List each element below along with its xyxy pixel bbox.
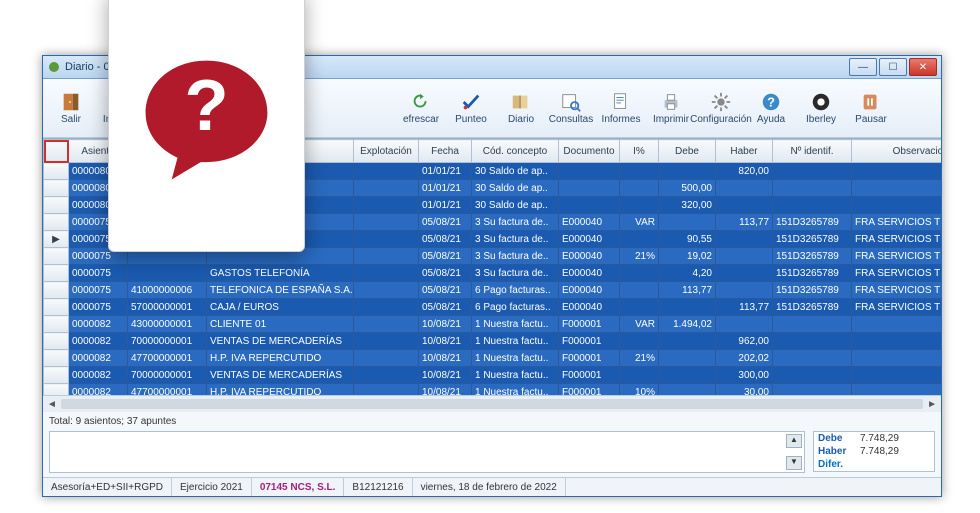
toolbar-iberley[interactable]: Iberley xyxy=(797,84,845,132)
total-haber-value: 7.748,29 xyxy=(860,446,899,457)
total-debe-value: 7.748,29 xyxy=(860,433,899,444)
col-nident[interactable]: Nº identif. xyxy=(773,140,852,163)
question-bubble-icon: ? xyxy=(134,49,279,194)
help-bookmark-overlay: ? xyxy=(108,0,303,280)
table-row[interactable]: 000007541000000006TELEFONICA DE ESPAÑA S… xyxy=(44,282,942,299)
status-cif: B12121216 xyxy=(344,478,412,496)
toolbar-pausar[interactable]: Pausar xyxy=(847,84,895,132)
table-row[interactable]: 000008270000000001VENTAS DE MERCADERÍAS1… xyxy=(44,333,942,350)
col-mark[interactable] xyxy=(44,140,69,163)
total-debe-label: Debe xyxy=(818,433,860,444)
svg-text:?: ? xyxy=(184,65,228,146)
col-doc[interactable]: Documento xyxy=(559,140,620,163)
notes-area[interactable]: ▲ ▼ xyxy=(49,431,805,473)
col-pct[interactable]: I% xyxy=(620,140,659,163)
toolbar-ayuda[interactable]: ?Ayuda xyxy=(747,84,795,132)
toolbar-diario[interactable]: Diario xyxy=(497,84,545,132)
svg-text:?: ? xyxy=(767,95,775,110)
toolbar-blank5[interactable] xyxy=(347,84,395,132)
summary-text: Total: 9 asientos; 37 apuntes xyxy=(49,416,935,427)
toolbar-consultas[interactable]: Consultas xyxy=(547,84,595,132)
app-icon xyxy=(47,60,61,74)
col-fecha[interactable]: Fecha xyxy=(419,140,472,163)
totals-box: Debe7.748,29 Haber7.748,29 Difer. xyxy=(813,431,935,472)
total-haber-label: Haber xyxy=(818,446,860,457)
toolbar-punteo[interactable]: Punteo xyxy=(447,84,495,132)
toolbar-salir[interactable]: Salir xyxy=(47,84,95,132)
maximize-button[interactable]: ☐ xyxy=(879,58,907,76)
total-difer-label: Difer. xyxy=(818,459,860,470)
toolbar-config[interactable]: Configuración xyxy=(697,84,745,132)
minimize-button[interactable]: — xyxy=(849,58,877,76)
table-row[interactable]: 000008247700000001H.P. IVA REPERCUTIDO10… xyxy=(44,384,942,396)
status-date: viernes, 18 de febrero de 2022 xyxy=(413,478,566,496)
close-button[interactable]: ✕ xyxy=(909,58,937,76)
status-company: 07145 NCS, S.L. xyxy=(252,478,345,496)
status-ejercicio: Ejercicio 2021 xyxy=(172,478,252,496)
table-row[interactable]: 000008243000000001CLIENTE 0110/08/211 Nu… xyxy=(44,316,942,333)
toolbar-imprimir[interactable]: Imprimir xyxy=(647,84,695,132)
table-row[interactable]: 000007557000000001CAJA / EUROS05/08/216 … xyxy=(44,299,942,316)
col-debe[interactable]: Debe xyxy=(659,140,716,163)
statusbar: Asesoría+ED+SII+RGPD Ejercicio 2021 0714… xyxy=(43,477,941,496)
col-concepto[interactable]: Cód. concepto xyxy=(472,140,559,163)
toolbar-informes[interactable]: Informes xyxy=(597,84,645,132)
summary-panel: Total: 9 asientos; 37 apuntes ▲ ▼ Debe7.… xyxy=(43,412,941,477)
horizontal-scrollbar[interactable]: ◄► xyxy=(43,395,941,412)
col-haber[interactable]: Haber xyxy=(716,140,773,163)
table-row[interactable]: 000008247700000001H.P. IVA REPERCUTIDO10… xyxy=(44,350,942,367)
status-mode: Asesoría+ED+SII+RGPD xyxy=(43,478,172,496)
toolbar-refrescar[interactable]: efrescar xyxy=(397,84,445,132)
col-obs[interactable]: Observaciones xyxy=(852,140,942,163)
col-explot[interactable]: Explotación xyxy=(354,140,419,163)
table-row[interactable]: 000008270000000001VENTAS DE MERCADERÍAS1… xyxy=(44,367,942,384)
